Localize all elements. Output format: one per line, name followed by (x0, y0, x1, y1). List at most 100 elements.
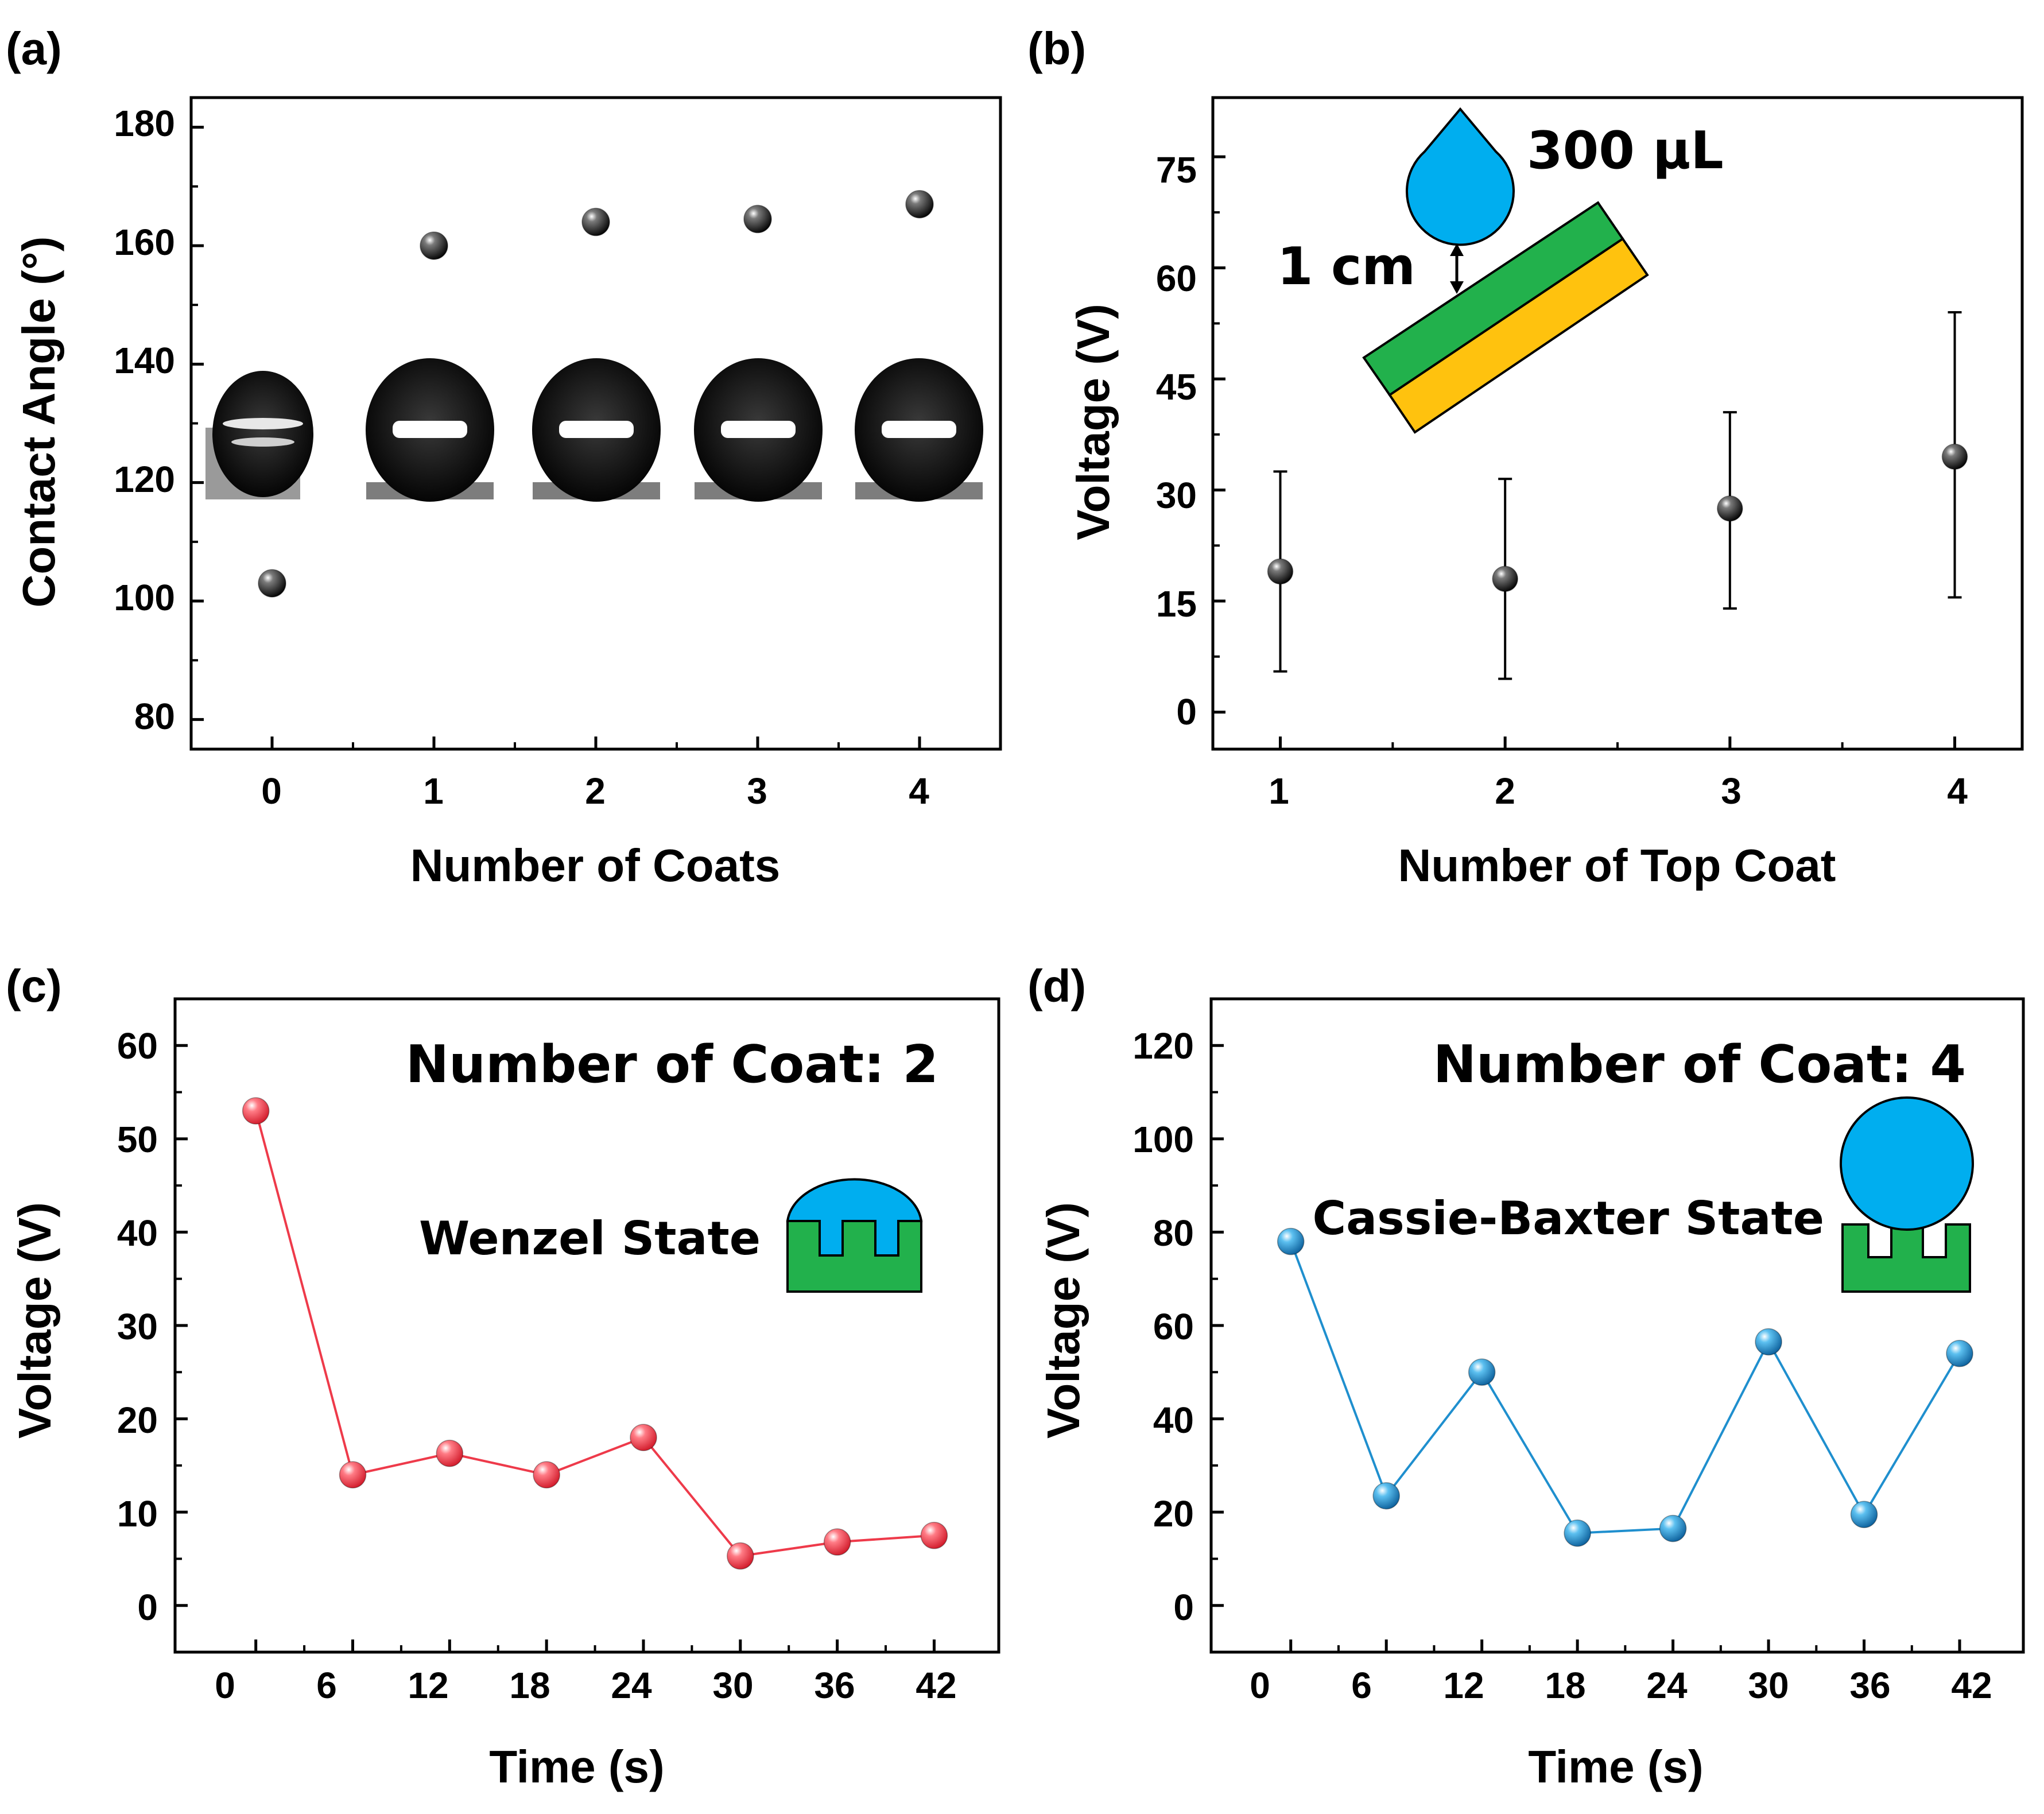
data-point (1468, 1358, 1496, 1386)
data-point (1946, 1340, 1973, 1367)
panel-d-ytick-label: 20 (1153, 1493, 1194, 1534)
panel-c-xtick-labels: 0 6 12 18 24 30 36 42 (215, 1665, 956, 1706)
panel-c-xtick-label: 12 (408, 1665, 448, 1706)
panel-a-xtick-labels: 0 1 2 3 4 (261, 770, 929, 812)
panel-b: (b) 0 15 30 45 60 75 1 2 3 4 Number of T… (1027, 23, 2024, 891)
panel-c-ytick-label: 50 (117, 1119, 158, 1160)
panel-a-ytick-label: 100 (114, 577, 175, 618)
panel-c-ytick-label: 20 (117, 1400, 158, 1441)
panel-d-xtick-label: 42 (1951, 1665, 1992, 1706)
panel-c-xtick-label: 42 (916, 1665, 956, 1706)
panel-d-annotation-title: Number of Coat: 4 (1433, 1034, 1966, 1095)
data-point (743, 204, 772, 234)
series-line (254, 1110, 934, 1557)
panel-a-ytick-label: 80 (134, 696, 175, 737)
panel-b-ytick-label: 30 (1156, 475, 1197, 516)
panel-b-ytick-label: 75 (1156, 149, 1197, 191)
panel-b-ytick-label: 45 (1156, 366, 1197, 408)
panel-b-ytick-label: 60 (1156, 258, 1197, 299)
data-point (1717, 495, 1743, 522)
data-point (420, 231, 448, 260)
panel-d: (d) 0 20 40 60 80 100 120 0 6 12 18 24 3… (1027, 960, 2025, 1792)
droplet-photo-coat-2 (532, 358, 661, 502)
panel-c-xtick-label: 36 (814, 1665, 855, 1706)
wenzel-state-label: Wenzel State (419, 1212, 761, 1265)
panel-d-xtick-label: 18 (1545, 1665, 1585, 1706)
drop-height-label: 1 cm (1277, 237, 1415, 297)
data-point (727, 1542, 754, 1570)
panel-d-xtick-label: 0 (1250, 1665, 1270, 1706)
panel-b-x-axis-title: Number of Top Coat (1398, 840, 1836, 891)
data-point (1564, 1519, 1591, 1547)
data-point (339, 1461, 367, 1489)
panel-a-ytick-label: 180 (114, 103, 175, 144)
data-point (1755, 1328, 1782, 1356)
panel-b-inset-diagram: 300 μL 1 cm (1277, 107, 1724, 434)
panel-a-xtick-label: 4 (909, 770, 929, 812)
panel-a-xtick-label: 3 (747, 770, 767, 812)
data-point (1372, 1482, 1400, 1510)
droplet-volume-label: 300 μL (1527, 121, 1724, 181)
panel-d-xtick-labels: 0 6 12 18 24 30 36 42 (1250, 1665, 1992, 1706)
panel-c-xtick-label: 30 (712, 1665, 753, 1706)
data-point (1659, 1514, 1687, 1542)
panel-a-xtick-label: 1 (423, 770, 444, 812)
panel-b-xtick-label: 3 (1721, 770, 1742, 812)
data-point (920, 1522, 948, 1549)
panel-a-xtick-label: 2 (585, 770, 606, 812)
top-coat-layer-shape (1362, 201, 1624, 397)
panel-d-ytick-label: 60 (1153, 1306, 1194, 1347)
data-point (242, 1097, 270, 1125)
panel-d-xtick-label: 24 (1646, 1665, 1688, 1706)
droplet-photo-coat-4 (855, 358, 983, 502)
data-point (630, 1424, 657, 1451)
wenzel-state-icon (786, 1178, 923, 1293)
panel-d-ytick-label: 100 (1132, 1119, 1194, 1160)
panel-a-ytick-label: 140 (114, 340, 175, 381)
panel-b-y-axis-title: Voltage (V) (1068, 304, 1119, 540)
panel-b-ytick-label: 15 (1156, 583, 1197, 625)
panel-b-xtick-label: 1 (1269, 770, 1289, 812)
droplet-photo-coat-0 (205, 371, 313, 499)
data-point (1267, 558, 1294, 585)
panel-d-frame (1209, 997, 2025, 1654)
panel-d-ytick-label: 0 (1173, 1587, 1194, 1628)
data-point (581, 207, 610, 237)
data-point (436, 1439, 464, 1467)
panel-d-ytick-labels: 0 20 40 60 80 100 120 (1132, 1025, 1194, 1628)
panel-b-xtick-label: 4 (1947, 770, 1968, 812)
panel-a-droplet-photos (205, 358, 983, 502)
panel-a-x-axis-title: Number of Coats (410, 840, 781, 891)
panel-c-label: (c) (6, 960, 62, 1011)
panel-b-ytick-label: 0 (1176, 691, 1197, 732)
data-point (1277, 1227, 1305, 1255)
panel-b-xtick-label: 2 (1495, 770, 1515, 812)
panel-c-plot-area (175, 1044, 948, 1652)
cassie-baxter-state-icon (1840, 1096, 1974, 1293)
panel-a: (a) 80 100 120 140 160 180 0 1 2 3 4 Num… (6, 23, 1002, 891)
panel-d-xtick-label: 30 (1748, 1665, 1789, 1706)
panel-a-y-axis-title: Contact Angle (°) (13, 237, 64, 608)
panel-c-xtick-label: 6 (316, 1665, 337, 1706)
series-line (1289, 1241, 1961, 1534)
panel-a-ytick-label: 120 (114, 459, 175, 500)
data-point (258, 569, 286, 598)
panel-b-plot-area (1213, 155, 1968, 749)
panel-d-x-axis-title: Time (s) (1528, 1741, 1703, 1792)
droplet-photo-coat-1 (366, 358, 494, 502)
cassie-baxter-state-label: Cassie-Baxter State (1312, 1192, 1824, 1245)
panel-d-xtick-label: 6 (1351, 1665, 1372, 1706)
panel-b-ytick-labels: 0 15 30 45 60 75 (1156, 149, 1197, 732)
panel-a-label: (a) (6, 23, 62, 74)
panel-c-ytick-labels: 0 10 20 30 40 50 60 (117, 1025, 158, 1628)
data-point (1850, 1501, 1878, 1528)
panel-c-frame (173, 997, 1000, 1654)
panel-c-y-axis-title: Voltage (V) (9, 1202, 60, 1439)
panel-d-plot-area (1211, 1044, 1973, 1652)
panel-c-ytick-label: 40 (117, 1212, 158, 1254)
panel-b-frame (1211, 96, 2024, 751)
panel-c-ytick-label: 0 (137, 1587, 158, 1628)
panel-d-xtick-label: 36 (1849, 1665, 1890, 1706)
panel-d-xtick-label: 12 (1443, 1665, 1484, 1706)
